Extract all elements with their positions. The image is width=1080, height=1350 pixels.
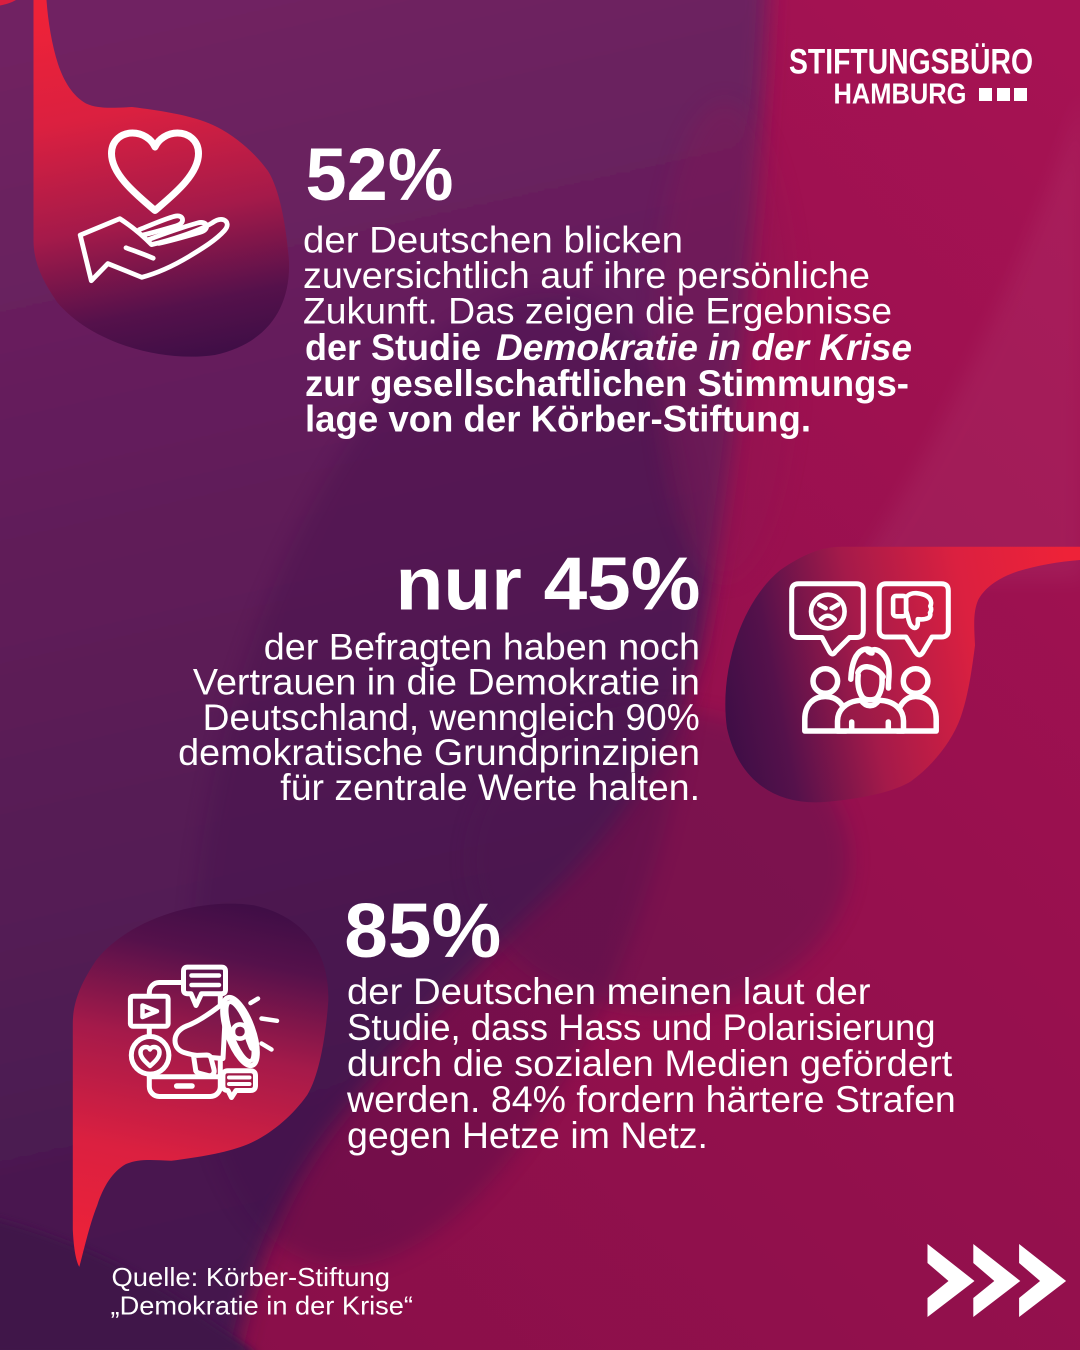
svg-text:zuversichtlich auf ihre persön: zuversichtlich auf ihre persönliche	[303, 255, 870, 296]
svg-text:nur 45%: nur 45%	[396, 542, 701, 626]
svg-text:der Deutschen meinen laut der: der Deutschen meinen laut der	[347, 971, 871, 1012]
svg-text:Vertrauen in die Demokratie in: Vertrauen in die Demokratie in	[193, 662, 700, 703]
svg-text:für zentrale Werte halten.: für zentrale Werte halten.	[280, 767, 700, 808]
svg-text:„Demokratie in der Krise“: „Demokratie in der Krise“	[111, 1290, 414, 1320]
svg-text:HAMBURG: HAMBURG	[834, 79, 967, 111]
svg-text:STIFTUNGSBÜRO: STIFTUNGSBÜRO	[789, 43, 1033, 82]
svg-text:werden. 84% fordern härtere St: werden. 84% fordern härtere Strafen	[346, 1079, 956, 1120]
svg-text:der Befragten haben noch: der Befragten haben noch	[264, 626, 700, 667]
svg-text:Deutschland, wenngleich 90%: Deutschland, wenngleich 90%	[203, 697, 700, 738]
svg-text:der Deutschen blicken: der Deutschen blicken	[303, 220, 683, 261]
svg-text:zur gesellschaftlichen Stimmun: zur gesellschaftlichen Stimmungs-	[305, 363, 909, 404]
svg-text:durch die sozialen Medien gefö: durch die sozialen Medien gefördert	[347, 1043, 953, 1084]
svg-text:Zukunft. Das zeigen die Ergebn: Zukunft. Das zeigen die Ergebnisse	[303, 291, 892, 332]
svg-text:85%: 85%	[344, 888, 501, 974]
svg-text:gegen Hetze im Netz.: gegen Hetze im Netz.	[347, 1115, 708, 1156]
svg-text:52%: 52%	[306, 133, 454, 216]
svg-text:lage von der Körber-Stiftung.: lage von der Körber-Stiftung.	[305, 399, 811, 440]
svg-text:Studie, dass Hass und Polarisi: Studie, dass Hass und Polarisierung	[347, 1007, 936, 1048]
svg-text:der Studie: der Studie	[305, 327, 481, 368]
svg-text:demokratische Grundprinzipien: demokratische Grundprinzipien	[178, 732, 700, 773]
svg-text:Demokratie in der Krise: Demokratie in der Krise	[496, 327, 912, 368]
svg-text:Quelle: Körber-Stiftung: Quelle: Körber-Stiftung	[112, 1262, 391, 1292]
